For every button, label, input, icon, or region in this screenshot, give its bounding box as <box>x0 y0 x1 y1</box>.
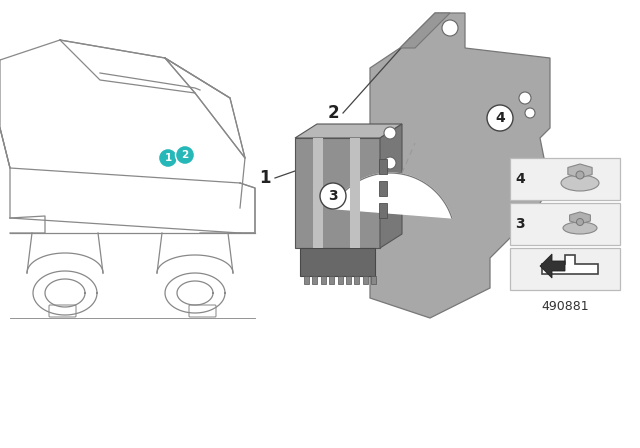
Polygon shape <box>300 248 375 276</box>
Polygon shape <box>363 276 367 284</box>
Polygon shape <box>313 138 323 248</box>
Polygon shape <box>568 164 592 178</box>
Polygon shape <box>346 276 351 284</box>
FancyBboxPatch shape <box>379 159 387 174</box>
Circle shape <box>175 146 195 164</box>
Text: 1: 1 <box>259 169 271 187</box>
Text: 1: 1 <box>164 153 172 163</box>
Circle shape <box>577 219 584 225</box>
Polygon shape <box>370 13 550 318</box>
Polygon shape <box>295 124 402 138</box>
Text: 4: 4 <box>515 172 525 186</box>
Polygon shape <box>400 13 450 48</box>
Text: 3: 3 <box>328 189 338 203</box>
Circle shape <box>320 183 346 209</box>
Polygon shape <box>540 254 565 278</box>
Polygon shape <box>337 276 342 284</box>
FancyBboxPatch shape <box>379 203 387 218</box>
Polygon shape <box>332 173 452 218</box>
Polygon shape <box>350 138 360 248</box>
Text: 490881: 490881 <box>541 300 589 313</box>
Circle shape <box>519 92 531 104</box>
Polygon shape <box>380 124 402 248</box>
Text: 2: 2 <box>328 104 339 122</box>
Circle shape <box>384 127 396 139</box>
Text: 3: 3 <box>515 217 525 231</box>
Polygon shape <box>304 276 309 284</box>
FancyBboxPatch shape <box>510 203 620 245</box>
Polygon shape <box>312 276 317 284</box>
Circle shape <box>576 171 584 179</box>
Circle shape <box>159 148 177 168</box>
Polygon shape <box>371 276 376 284</box>
Polygon shape <box>570 212 590 224</box>
Polygon shape <box>295 138 380 248</box>
FancyBboxPatch shape <box>379 181 387 196</box>
Polygon shape <box>355 276 359 284</box>
Circle shape <box>384 157 396 169</box>
Ellipse shape <box>563 222 597 234</box>
Polygon shape <box>329 276 334 284</box>
Text: 2: 2 <box>181 150 189 160</box>
Polygon shape <box>542 255 598 274</box>
FancyBboxPatch shape <box>510 248 620 290</box>
Circle shape <box>525 108 535 118</box>
FancyBboxPatch shape <box>49 305 76 317</box>
Text: 4: 4 <box>495 111 505 125</box>
FancyBboxPatch shape <box>510 158 620 200</box>
Circle shape <box>487 105 513 131</box>
Ellipse shape <box>561 175 599 191</box>
Polygon shape <box>321 276 326 284</box>
Circle shape <box>442 20 458 36</box>
FancyBboxPatch shape <box>189 305 216 317</box>
